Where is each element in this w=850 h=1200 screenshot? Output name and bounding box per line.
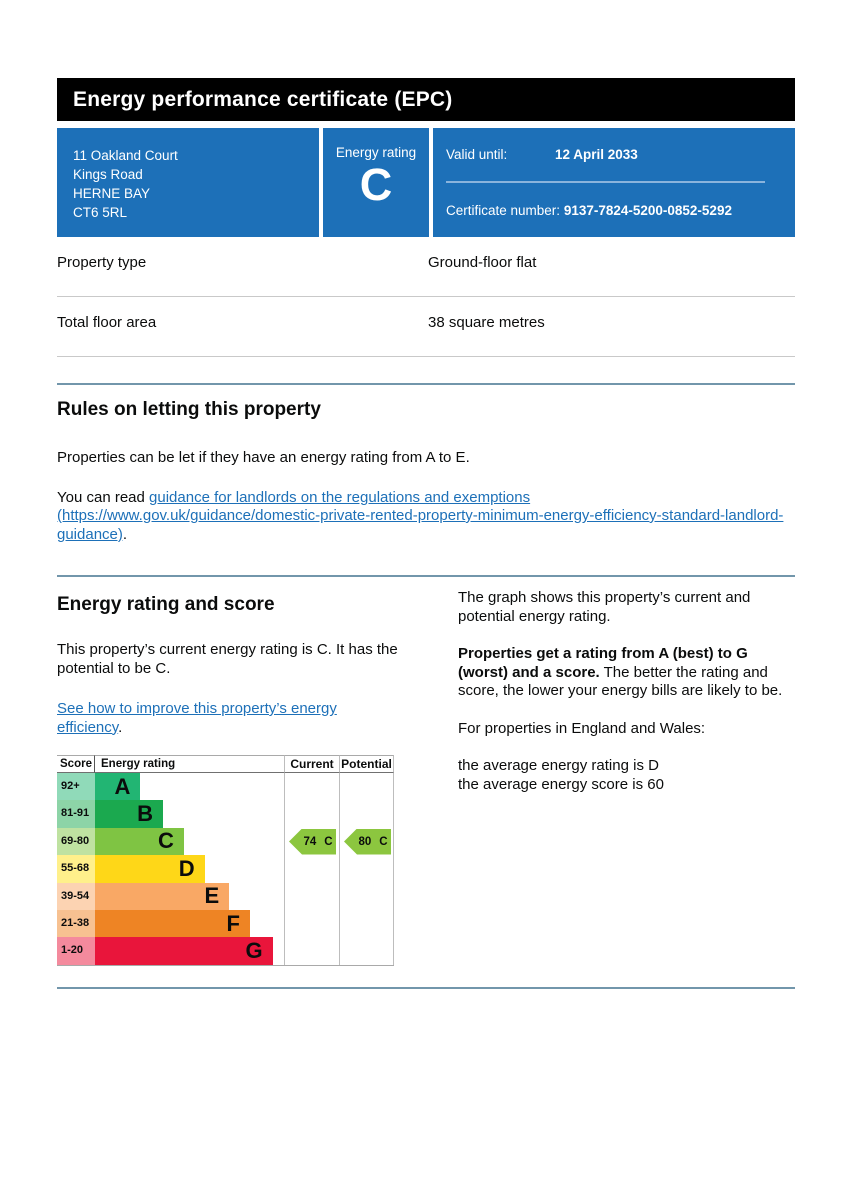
address-line-3: HERNE BAY [73,186,151,201]
certificate-title-bar: Energy performance certificate (EPC) [57,78,795,121]
chart-header-current: Current [284,755,339,773]
current-letter: C [324,835,333,848]
current-score: 74 [303,835,317,848]
potential-letter: C [379,835,388,848]
address-line-4: CT6 5RL [73,205,128,220]
current-column: 74 C [284,773,339,965]
table-row: Property type Ground-floor flat [57,237,795,297]
potential-column: 80 C [339,773,394,965]
guidance-text-prefix: You can read [57,488,150,506]
property-type-value: Ground-floor flat [428,254,537,271]
potential-arrow: 80 C [344,828,391,855]
section-divider [57,383,795,385]
band-score-0: 92+ [57,773,95,801]
rules-section: Rules on letting this property Propertie… [57,398,795,544]
band-bar-1: B [95,800,164,828]
address-line-2: Kings Road [73,167,143,182]
current-arrow: 74 C [289,828,336,855]
average-values-paragraph: the average energy rating is D the avera… [458,757,798,794]
validity-panel: Valid until: 12 April 2033 Certificate n… [433,128,795,237]
band-score-1: 81-91 [57,800,95,828]
potential-score: 80 [358,835,372,848]
average-rating-line: the average energy rating is D [458,757,659,774]
band-bar-3: D [95,855,205,883]
band-bar-5: F [95,909,250,938]
energy-rating-panel: Energy rating C [323,128,429,237]
chart-header-potential: Potential [339,755,394,773]
england-wales-paragraph: For properties in England and Wales: [458,719,706,737]
valid-until-value: 12 April 2033 [555,147,638,162]
energy-rating-heading: Energy rating and score [57,594,275,615]
chart-header-rating: Energy rating [95,755,284,773]
property-summary-table: Property type Ground-floor flat Total fl… [57,237,795,357]
average-score-line: the average energy score is 60 [458,775,664,793]
banner-divider-line [446,181,765,183]
rating-explanation-paragraph: Properties get a rating from A (best) to… [458,645,798,701]
energy-rating-section-left: Energy rating and score This property’s … [57,593,402,737]
chart-header-score: Score [57,755,95,773]
rules-paragraph: Properties can be let if they have an en… [57,449,470,466]
property-type-label: Property type [57,254,147,271]
band-bar-2: C [95,827,184,856]
band-bar-6: G [95,937,273,965]
band-cell-6: G [95,937,284,965]
band-score-5: 21-38 [57,909,95,938]
band-cell-5: F [95,909,284,938]
property-address-panel: 11 Oakland Court Kings Road HERNE BAY CT… [57,128,319,237]
band-cell-3: D [95,855,284,883]
rating-explanation-rest: The better the rating and score, the low… [458,663,783,700]
rules-guidance-paragraph: You can read guidance for landlords on t… [57,489,795,545]
band-score-2: 69-80 [57,827,95,856]
address-line-1: 11 Oakland Court [73,148,178,163]
band-score-4: 39-54 [57,882,95,910]
improve-link-suffix: . [118,718,123,736]
guidance-text-suffix: . [122,525,128,543]
energy-rating-label: Energy rating [335,145,417,160]
epc-rating-chart: Score Energy rating Current Potential 92… [57,755,394,966]
band-cell-2: C [95,827,284,856]
section-divider [57,575,795,577]
improve-efficiency-paragraph: See how to improve this property’s energ… [57,700,402,737]
energy-rating-section-right: The graph shows this property’s current … [458,589,798,794]
landlord-guidance-link[interactable]: guidance for landlords on the regulation… [57,488,784,543]
improve-efficiency-link[interactable]: See how to improve this property’s energ… [57,700,337,736]
valid-until-label: Valid until: [446,147,508,162]
certificate-number-row: Certificate number: 9137-7824-5200-0852-… [446,203,732,218]
rating-explanation-bold: Properties get a rating from A (best) to… [458,645,748,681]
band-cell-1: B [95,800,284,828]
section-divider [57,987,795,989]
band-bar-0: A [95,773,141,801]
page-title: Energy performance certificate (EPC) [73,87,453,111]
certificate-number-label: Certificate number: [446,203,561,218]
band-score-3: 55-68 [57,855,95,883]
rules-heading: Rules on letting this property [57,399,321,420]
floor-area-label: Total floor area [57,314,157,331]
band-cell-0: A [95,773,284,801]
band-score-6: 1-20 [57,937,95,965]
current-rating-paragraph: This property’s current energy rating is… [57,641,398,677]
certificate-number-value: 9137-7824-5200-0852-5292 [563,203,732,218]
certificate-banner: 11 Oakland Court Kings Road HERNE BAY CT… [57,128,795,237]
energy-rating-value: C [359,159,393,210]
graph-description-paragraph: The graph shows this property’s current … [458,589,751,625]
band-bar-4: E [95,882,230,910]
band-cell-4: E [95,882,284,910]
floor-area-value: 38 square metres [428,314,545,331]
table-row: Total floor area 38 square metres [57,297,795,357]
